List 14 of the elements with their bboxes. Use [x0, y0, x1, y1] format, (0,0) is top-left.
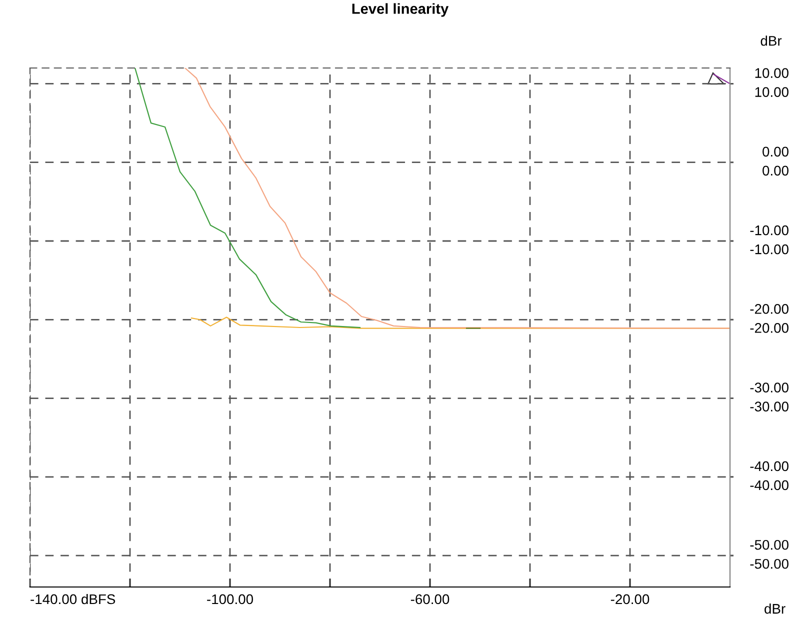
y-tick-label: 10.00: [755, 68, 788, 78]
y-tick-label: -50.00: [750, 540, 788, 550]
x-tick-label: -20.00: [610, 594, 650, 604]
y-tick-label: -10.00: [750, 225, 788, 236]
x-tick-label: -60.00: [410, 594, 450, 604]
x-tick-label: -140.00 dBFS: [30, 594, 116, 604]
y-tick-label: 0.00: [762, 146, 788, 157]
y-tick-label: -30.00: [750, 382, 788, 392]
text: dBr: [760, 36, 782, 46]
chart-title: Level linearity: [352, 3, 449, 17]
y-tick-label: -20.00: [750, 304, 788, 314]
y2-axis-title: dBr: [764, 604, 786, 614]
y-tick-label: -40.00: [750, 461, 788, 472]
x-tick-label: -100.00: [207, 594, 254, 604]
